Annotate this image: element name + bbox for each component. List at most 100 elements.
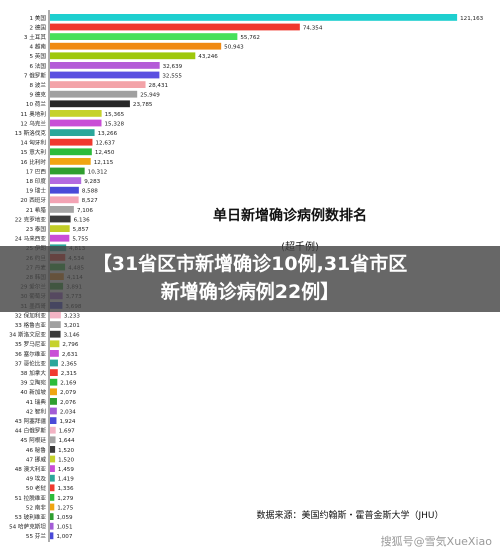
bar-value-label: 15,328: [105, 121, 125, 127]
bar: [50, 513, 54, 520]
bar-value-label: 9,283: [84, 179, 100, 185]
bar: [50, 52, 196, 60]
bar: [50, 62, 160, 69]
bar-value-label: 2,315: [61, 371, 77, 377]
category-label: 39 立陶宛: [20, 379, 46, 387]
bar: [50, 215, 71, 223]
bar-value-label: 74,354: [303, 25, 323, 31]
bar-value-label: 28,431: [149, 83, 169, 89]
watermark: 搜狐号@雪気XueXiao: [380, 535, 492, 548]
bar-value-label: 1,336: [57, 486, 73, 492]
bar-value-label: 8,588: [82, 189, 98, 195]
chart-title: 单日新增确诊病例数排名: [213, 207, 367, 224]
bar-value-label: 12,115: [94, 160, 114, 166]
bar-value-label: 1,924: [59, 419, 75, 425]
category-label: 14 匈牙利: [20, 139, 46, 147]
bar-value-label: 55,762: [240, 35, 260, 41]
bar-value-label: 12,637: [95, 141, 115, 147]
headline-line-1: 【31省区市新增确诊10例,31省市区: [92, 253, 408, 275]
bar-value-label: 5,857: [73, 227, 89, 233]
category-label: 24 马来西亚: [15, 235, 47, 243]
bar: [50, 33, 238, 40]
bar: [50, 311, 61, 319]
bar-value-label: 2,796: [62, 342, 78, 348]
bar: [50, 474, 55, 482]
category-label: 32 保加利亚: [15, 311, 47, 319]
bar-value-label: 25,949: [140, 93, 160, 99]
bar: [50, 119, 102, 127]
bar-value-label: 1,279: [57, 496, 73, 502]
bar: [50, 321, 61, 328]
category-label: 52 南非: [26, 503, 46, 511]
bar: [50, 158, 91, 165]
bar: [50, 494, 55, 501]
bar-value-label: 10,312: [88, 169, 108, 175]
bar: [50, 426, 56, 434]
bar: [50, 23, 300, 31]
bar-value-label: 1,007: [56, 534, 72, 540]
category-label: 9 德克: [29, 91, 46, 99]
category-label: 45 阿根廷: [20, 436, 46, 444]
category-label: 43 阿塞拜疆: [15, 417, 47, 425]
category-label: 55 芬兰: [26, 532, 46, 540]
bar: [50, 465, 55, 472]
category-label: 13 斯洛伐克: [15, 129, 47, 137]
bar-value-label: 32,555: [162, 73, 182, 79]
bar: [50, 177, 82, 184]
category-label: 7 俄罗斯: [24, 71, 47, 79]
bar: [50, 110, 102, 117]
category-label: 46 秘鲁: [26, 446, 46, 454]
bar-value-label: 2,631: [62, 352, 78, 358]
bar: [50, 359, 58, 367]
bar-value-label: 3,146: [64, 333, 80, 339]
category-label: 34 斯洛文尼亚: [9, 331, 46, 339]
bar: [50, 522, 54, 530]
bar-value-label: 2,169: [60, 381, 76, 387]
bar-value-label: 2,034: [60, 409, 76, 415]
bar: [50, 417, 57, 424]
category-label: 5 英国: [29, 52, 46, 60]
category-label: 18 印度: [26, 177, 46, 185]
category-label: 47 挪威: [26, 455, 46, 463]
bar-value-label: 3,201: [64, 323, 80, 329]
category-label: 2 德国: [29, 23, 46, 31]
bar: [50, 186, 79, 194]
category-label: 21 希腊: [26, 206, 46, 214]
bar: [50, 378, 58, 386]
bar: [50, 196, 79, 204]
category-label: 4 越南: [29, 43, 46, 51]
category-label: 33 格鲁吉亚: [15, 321, 47, 329]
bar-value-label: 121,163: [460, 16, 484, 22]
category-label: 23 泰国: [26, 225, 46, 233]
bar: [50, 129, 95, 136]
category-label: 16 比利时: [20, 158, 46, 166]
bar: [50, 532, 54, 540]
category-label: 49 埃及: [26, 475, 46, 483]
category-label: 38 加拿大: [20, 369, 46, 377]
category-label: 1 美国: [29, 14, 46, 22]
category-label: 6 法国: [29, 62, 46, 70]
category-label: 19 瑞士: [26, 187, 46, 195]
category-label: 8 波兰: [29, 81, 46, 89]
headline-text: 【31省区市新增确诊10例,31省市区 新增确诊病例22例】: [0, 250, 500, 306]
category-label: 37 哥伦比亚: [15, 359, 47, 367]
bar: [50, 330, 61, 338]
bar-value-label: 2,076: [60, 400, 76, 406]
bar-value-label: 50,943: [224, 45, 244, 51]
bar: [50, 138, 93, 146]
bar-value-label: 1,520: [58, 457, 74, 463]
bar-value-label: 2,365: [61, 361, 77, 367]
category-label: 41 瑞典: [26, 398, 46, 406]
category-label: 17 巴西: [26, 168, 46, 175]
bar-value-label: 1,275: [57, 505, 73, 511]
bar-value-label: 1,059: [57, 515, 73, 521]
category-label: 51 拉脱维亚: [15, 494, 47, 502]
bar: [50, 148, 92, 156]
category-label: 11 奥地利: [20, 110, 46, 118]
bar-value-label: 13,266: [98, 131, 118, 137]
category-label: 3 土耳其: [24, 33, 47, 41]
category-label: 10 荷兰: [26, 100, 46, 108]
bar-value-label: 15,365: [105, 112, 125, 118]
bar: [50, 398, 57, 405]
